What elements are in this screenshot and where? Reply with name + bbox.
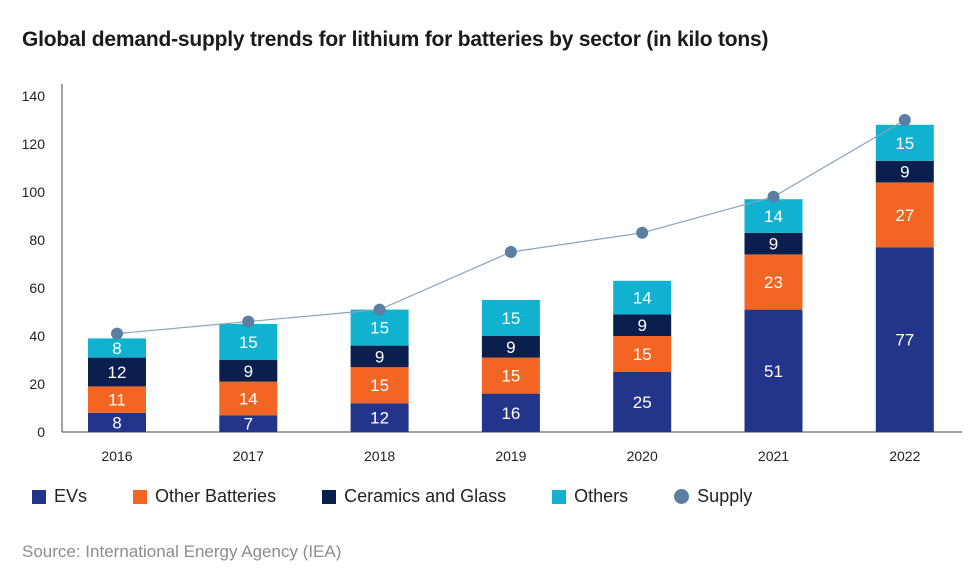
bar-label-ceramics-and-glass: 9 [506,338,515,357]
bar-label-evs: 12 [370,409,389,428]
bar-label-others: 14 [633,289,652,308]
bar-others [613,280,672,315]
bar-label-other-batteries: 23 [764,273,783,292]
legend-item-evs: EVs [32,486,87,507]
bar-other-batteries [875,182,934,248]
supply-point [373,303,386,316]
bar-others [219,324,278,360]
bar-evs [88,412,146,432]
bar-evs [875,247,934,432]
supply-series [111,114,911,340]
bar-stacks: 8 11 12 8 7 14 9 15 12 15 9 15 16 15 9 15 25 15 9 14 51 23 9 14… [88,124,934,434]
supply-point [111,327,123,340]
supply-point [898,114,911,126]
y-tick-label: 40 [29,328,45,344]
bar-label-ceramics-and-glass: 9 [769,235,778,254]
supply-point [504,246,517,258]
bar-others [88,338,146,358]
legend: EVs Other Batteries Ceramics and Glass O… [32,486,798,507]
bar-label-others: 14 [764,207,783,226]
bar-others [744,199,803,233]
bar-label-evs: 7 [244,415,253,434]
bar-ceramics-and-glass [613,314,672,336]
bar-other-batteries [88,386,146,413]
bar-label-others: 15 [370,319,389,338]
legend-item-other-batteries: Other Batteries [133,486,276,507]
x-tick-label: 2022 [889,448,920,464]
bar-label-ceramics-and-glass: 9 [637,316,646,335]
bar-label-others: 15 [895,134,914,153]
bar-label-evs: 51 [764,362,783,381]
y-tick-label: 140 [22,88,46,104]
bar-others [481,300,540,336]
bar-label-evs: 77 [895,331,914,350]
bar-label-evs: 16 [501,404,520,423]
bar-evs [219,415,278,432]
bar-label-other-batteries: 15 [633,345,652,364]
y-axis: 0 20 40 60 80 100 120 140 [22,84,63,440]
bar-other-batteries [613,336,672,372]
supply-point [767,190,780,203]
x-tick-label: 2017 [233,448,264,464]
legend-label-supply: Supply [697,486,753,506]
y-tick-label: 120 [22,136,46,152]
bar-evs [350,403,409,432]
chart-title: Global demand-supply trends for lithium … [22,28,769,51]
bar-label-ceramics-and-glass: 12 [108,363,127,382]
bar-other-batteries [219,381,278,416]
bar-ceramics-and-glass [744,232,803,255]
bar-ceramics-and-glass [481,336,540,358]
bar-label-ceramics-and-glass: 9 [375,347,384,366]
y-tick-label: 0 [37,424,45,440]
x-tick-label: 2020 [627,448,658,464]
bar-label-ceramics-and-glass: 9 [244,362,253,381]
legend-swatch-others [552,489,567,504]
bar-evs [481,393,540,432]
bar-label-other-batteries: 27 [895,206,914,225]
legend-swatch-supply [674,489,690,504]
bar-label-others: 8 [112,339,121,358]
bar-label-others: 15 [239,333,258,352]
bar-other-batteries [481,357,540,394]
legend-item-ceramics-and-glass: Ceramics and Glass [322,486,506,507]
source-note: Source: International Energy Agency (IEA… [22,542,342,561]
x-tick-label: 2016 [101,448,132,464]
legend-item-others: Others [552,486,628,507]
bar-label-other-batteries: 11 [108,391,126,410]
bar-label-other-batteries: 15 [370,376,389,395]
bar-label-other-batteries: 14 [239,389,258,408]
y-tick-label: 60 [29,280,45,296]
legend-label-evs: EVs [54,486,88,506]
supply-point [242,315,255,328]
legend-swatch-other-batteries [133,489,148,504]
bar-label-ceramics-and-glass: 9 [900,163,909,182]
y-tick-label: 100 [22,184,46,200]
legend-label-other-batteries: Other Batteries [155,486,277,506]
bar-ceramics-and-glass [875,160,934,183]
supply-point [636,226,649,239]
legend-item-supply: Supply [674,486,752,507]
legend-label-ceramics-and-glass: Ceramics and Glass [344,486,507,506]
bar-ceramics-and-glass [219,360,278,382]
y-tick-label: 80 [29,232,45,248]
bar-label-others: 15 [501,309,520,328]
x-tick-label: 2018 [364,448,395,464]
x-tick-label: 2021 [758,448,789,464]
bar-label-evs: 25 [633,393,652,412]
x-axis: 2016 2017 2018 2019 2020 2021 2022 [62,431,962,464]
y-tick-label: 20 [29,376,45,392]
legend-swatch-evs [32,489,46,504]
bar-ceramics-and-glass [350,345,409,368]
bar-evs [613,372,672,432]
bar-evs [744,309,803,432]
bar-other-batteries [744,254,803,310]
bar-label-other-batteries: 15 [501,367,520,386]
bar-label-evs: 8 [112,413,121,432]
bar-ceramics-and-glass [88,357,146,387]
legend-swatch-ceramics-and-glass [322,489,337,504]
x-tick-label: 2019 [495,448,526,464]
bar-other-batteries [350,367,409,404]
legend-label-others: Others [574,486,629,506]
